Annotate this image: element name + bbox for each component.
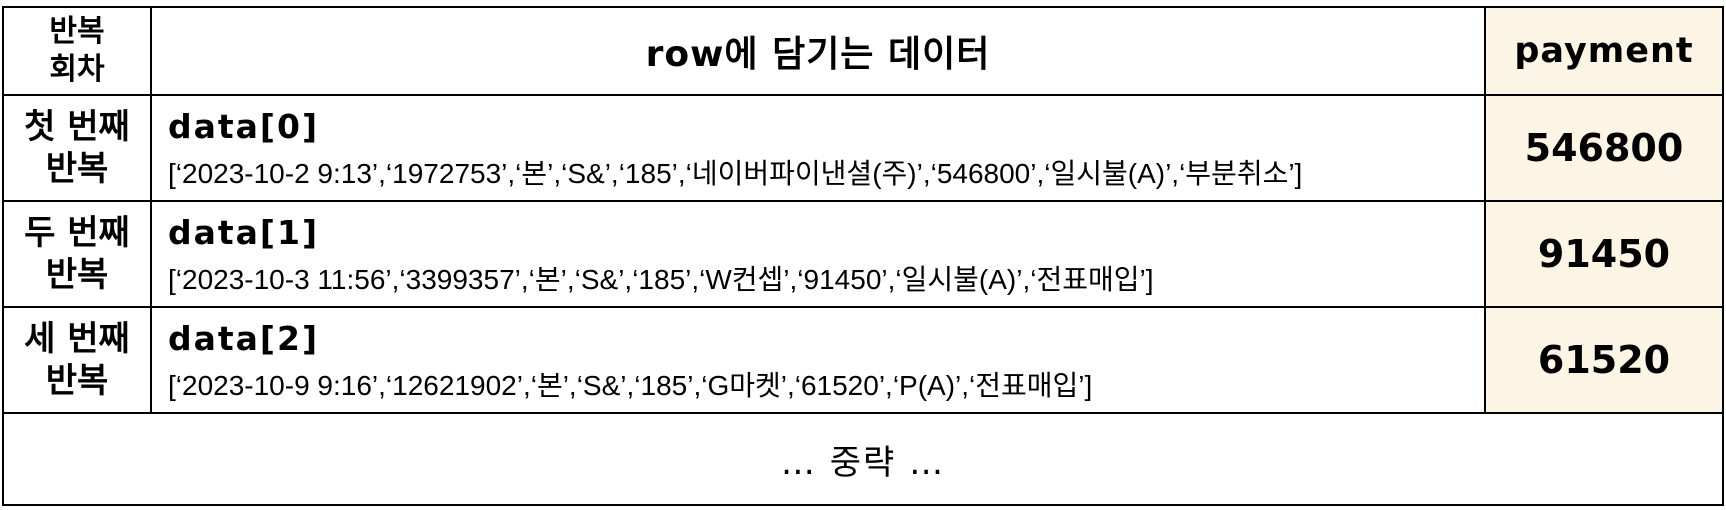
row-data-cell: data[1] [‘2023-10-3 11:56’,‘3399357’,‘본’…	[150, 200, 1486, 308]
header-iteration-line2: 회차	[49, 52, 105, 87]
header-iteration-line1: 반복	[49, 14, 105, 49]
iteration-line2: 반복	[45, 255, 109, 295]
iteration-cell: 첫 번째 반복	[2, 94, 152, 202]
header-row: 반복 회차 row에 담기는 데이터 payment	[2, 6, 1724, 96]
payment-cell: 546800	[1484, 94, 1724, 202]
row-label: data[2]	[168, 319, 320, 358]
footer-row: … 중략 …	[2, 412, 1724, 506]
table-row: 세 번째 반복 data[2] [‘2023-10-9 9:16’,‘12621…	[2, 306, 1724, 414]
row-values: [‘2023-10-9 9:16’,‘12621902’,‘본’,‘S&’,‘1…	[168, 370, 1093, 401]
iteration-line2: 반복	[45, 149, 109, 189]
iteration-line1: 두 번째	[24, 213, 130, 253]
iteration-cell: 두 번째 반복	[2, 200, 152, 308]
row-data-cell: data[0] [‘2023-10-2 9:13’,‘1972753’,‘본’,…	[150, 94, 1486, 202]
header-payment: payment	[1484, 6, 1724, 96]
iteration-cell: 세 번째 반복	[2, 306, 152, 414]
omitted-note: … 중략 …	[2, 412, 1724, 506]
iteration-line1: 첫 번째	[24, 107, 130, 147]
header-row-data: row에 담기는 데이터	[150, 6, 1486, 96]
payment-cell: 91450	[1484, 200, 1724, 308]
table-row: 첫 번째 반복 data[0] [‘2023-10-2 9:13’,‘19727…	[2, 94, 1724, 202]
payment-cell: 61520	[1484, 306, 1724, 414]
header-iteration: 반복 회차	[2, 6, 152, 96]
iteration-line2: 반복	[45, 361, 109, 401]
row-label: data[1]	[168, 213, 320, 252]
row-values: [‘2023-10-3 11:56’,‘3399357’,‘본’,‘S&’,‘1…	[168, 264, 1154, 295]
table-row: 두 번째 반복 data[1] [‘2023-10-3 11:56’,‘3399…	[2, 200, 1724, 308]
row-label: data[0]	[168, 107, 320, 146]
row-data-cell: data[2] [‘2023-10-9 9:16’,‘12621902’,‘본’…	[150, 306, 1486, 414]
iteration-data-table: 반복 회차 row에 담기는 데이터 payment 첫 번째 반복 data[…	[2, 6, 1724, 506]
iteration-line1: 세 번째	[24, 319, 130, 359]
row-values: [‘2023-10-2 9:13’,‘1972753’,‘본’,‘S&’,‘18…	[168, 158, 1303, 189]
